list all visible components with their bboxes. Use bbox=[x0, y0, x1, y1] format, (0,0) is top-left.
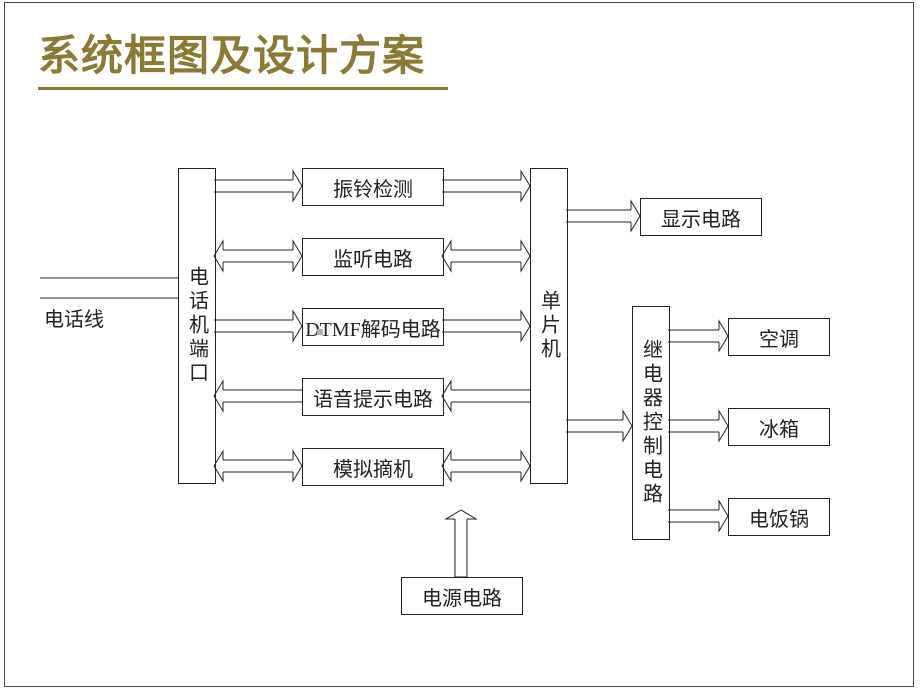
node-voice-label: 语音提示电路 bbox=[313, 383, 433, 412]
node-phone-port: 电话机端口 bbox=[178, 168, 216, 484]
slide-title-wrap: 系统框图及设计方案 bbox=[38, 22, 448, 90]
node-relay-ctrl-label: 继电器控制电路 bbox=[637, 339, 666, 507]
node-dtmf-label: DTMF解码电路 bbox=[305, 313, 441, 342]
node-ac-label: 空调 bbox=[759, 323, 799, 352]
node-pickup: 模拟摘机 bbox=[302, 448, 444, 486]
node-fridge-label: 冰箱 bbox=[759, 413, 799, 442]
node-power-label: 电源电路 bbox=[422, 582, 502, 611]
node-monitor: 监听电路 bbox=[302, 238, 444, 276]
node-mcu: 单片机 bbox=[530, 168, 568, 484]
node-display-label: 显示电路 bbox=[661, 203, 741, 232]
node-ricecooker-label: 电饭锅 bbox=[749, 503, 809, 532]
node-voice: 语音提示电路 bbox=[302, 378, 444, 416]
node-dtmf: DTMF解码电路 bbox=[302, 308, 444, 346]
node-mcu-label: 单片机 bbox=[535, 290, 564, 362]
node-ac: 空调 bbox=[728, 318, 830, 356]
pager-dot-icon bbox=[317, 329, 323, 335]
node-pickup-label: 模拟摘机 bbox=[333, 453, 413, 482]
node-ring-detect-label: 振铃检测 bbox=[333, 173, 413, 202]
node-fridge: 冰箱 bbox=[728, 408, 830, 446]
node-ricecooker: 电饭锅 bbox=[728, 498, 830, 536]
slide-title: 系统框图及设计方案 bbox=[38, 22, 448, 83]
node-phone-port-label: 电话机端口 bbox=[183, 266, 212, 386]
node-power: 电源电路 bbox=[401, 577, 523, 615]
node-ring-detect: 振铃检测 bbox=[302, 168, 444, 206]
phone-line-label: 电话线 bbox=[44, 303, 104, 332]
node-monitor-label: 监听电路 bbox=[333, 243, 413, 272]
node-relay-ctrl: 继电器控制电路 bbox=[632, 306, 670, 540]
slide-title-underline bbox=[38, 87, 448, 90]
node-display: 显示电路 bbox=[640, 198, 762, 236]
